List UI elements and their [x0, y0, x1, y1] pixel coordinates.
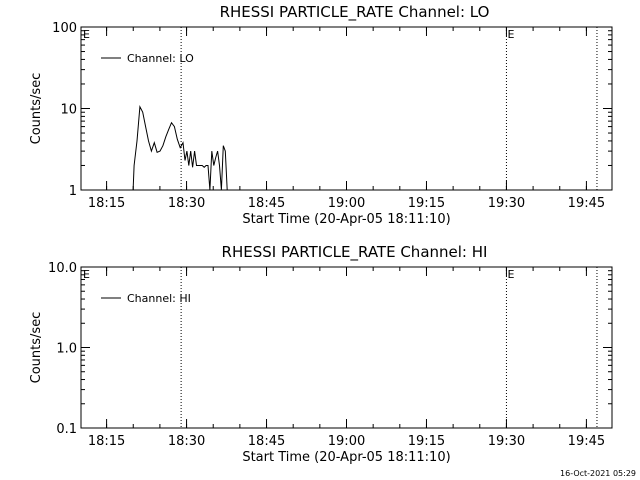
y-tick-label: 10 — [60, 103, 77, 118]
x-tick-label: 19:15 — [408, 434, 445, 449]
x-tick-label: 19:15 — [408, 196, 445, 211]
footer-timestamp: 16-Oct-2021 05:29 — [560, 469, 636, 478]
x-axis-label: Start Time (20-Apr-05 18:11:10) — [242, 450, 450, 465]
y-tick-label: 1 — [69, 184, 77, 199]
x-tick-label: 18:30 — [168, 196, 205, 211]
panel-hi: RHESSI PARTICLE_RATE Channel: HI 18:15 18:… — [29, 243, 613, 465]
y-tick-label: 10.0 — [48, 261, 77, 276]
chart-title: RHESSI PARTICLE_RATE Channel: LO — [220, 3, 490, 22]
x-axis-label: Start Time (20-Apr-05 18:11:10) — [242, 212, 450, 227]
x-tick-label: 19:30 — [488, 196, 525, 211]
y-tick-label: 0.1 — [56, 422, 77, 437]
x-tick-label: 18:30 — [168, 434, 205, 449]
y-axis-label: Counts/sec — [29, 73, 44, 145]
legend-label: Channel: LO — [127, 52, 194, 65]
y-tick-label: 1.0 — [56, 342, 77, 357]
x-tick-label: 19:45 — [568, 196, 605, 211]
event-marker: E — [507, 268, 514, 281]
x-tick-label: 19:30 — [488, 434, 525, 449]
x-tick-label: 18:45 — [248, 434, 285, 449]
x-tick-label: 19:45 — [568, 434, 605, 449]
chart-title: RHESSI PARTICLE_RATE Channel: HI — [222, 243, 488, 262]
x-tick-label: 18:45 — [248, 196, 285, 211]
legend-label: Channel: HI — [127, 292, 191, 305]
x-tick-label: 18:15 — [88, 434, 125, 449]
event-marker: E — [83, 268, 90, 281]
panel-lo: RHESSI PARTICLE_RATE Channel: LO 18:15 18:… — [29, 3, 613, 227]
series-line — [132, 105, 231, 191]
event-marker: E — [507, 28, 514, 41]
x-tick-label: 19:00 — [328, 434, 365, 449]
x-tick-label: 19:00 — [328, 196, 365, 211]
x-tick-label: 18:15 — [88, 196, 125, 211]
event-marker: E — [83, 28, 90, 41]
y-tick-label: 100 — [52, 21, 77, 36]
y-axis-label: Counts/sec — [29, 312, 44, 384]
